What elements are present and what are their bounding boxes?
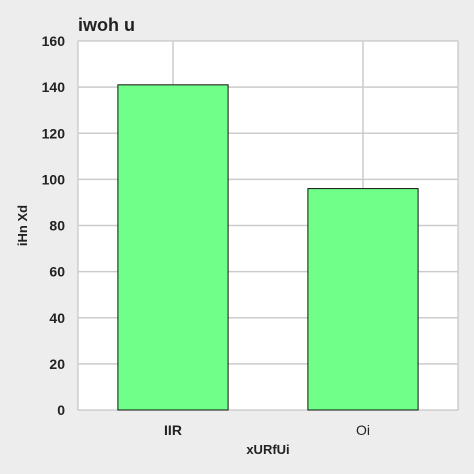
x-tick-label: IIR	[164, 422, 182, 438]
bar-layer	[117, 84, 419, 411]
bar-iir	[117, 84, 229, 411]
y-tick-label: 40	[49, 310, 65, 326]
y-tick-label: 100	[42, 171, 66, 187]
x-tick-label: Oi	[356, 422, 370, 438]
y-tick-label: 140	[42, 79, 66, 95]
y-tick-label: 120	[42, 125, 66, 141]
bar-oi	[307, 188, 419, 411]
y-tick-layer: 0 20 40 60 80 100 120 140 160	[42, 33, 66, 418]
x-tick-layer: IIR Oi	[164, 422, 370, 438]
y-tick-label: 160	[42, 33, 66, 49]
y-tick-label: 0	[57, 402, 65, 418]
x-axis-label: xURfUi	[246, 442, 289, 457]
y-tick-label: 20	[49, 356, 65, 372]
y-axis-label: iHn Xd	[15, 205, 30, 246]
chart-title: iwoh u	[78, 15, 135, 35]
y-tick-label: 60	[49, 264, 65, 280]
y-tick-label: 80	[49, 218, 65, 234]
